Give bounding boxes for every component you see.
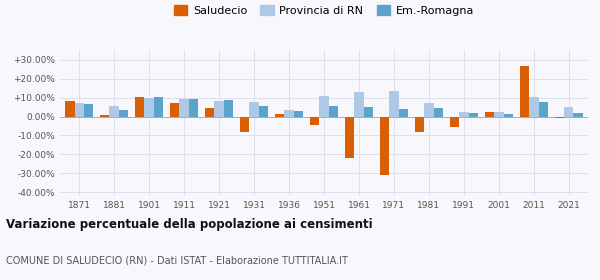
- Bar: [415, 116, 424, 132]
- Bar: [179, 99, 189, 116]
- Bar: [529, 97, 539, 116]
- Bar: [389, 91, 398, 116]
- Bar: [224, 100, 233, 116]
- Bar: [459, 112, 469, 116]
- Bar: [284, 110, 294, 116]
- Bar: [145, 98, 154, 116]
- Bar: [574, 113, 583, 116]
- Bar: [240, 116, 250, 132]
- Bar: [119, 110, 128, 116]
- Bar: [74, 103, 84, 116]
- Bar: [485, 112, 494, 116]
- Bar: [434, 108, 443, 116]
- Bar: [398, 109, 408, 116]
- Bar: [170, 103, 179, 116]
- Legend: Saludecio, Provincia di RN, Em.-Romagna: Saludecio, Provincia di RN, Em.-Romagna: [170, 1, 478, 20]
- Bar: [364, 107, 373, 116]
- Bar: [135, 97, 145, 116]
- Bar: [84, 104, 94, 116]
- Bar: [205, 108, 214, 116]
- Bar: [294, 111, 303, 116]
- Bar: [424, 103, 434, 116]
- Bar: [214, 101, 224, 116]
- Bar: [345, 116, 354, 158]
- Bar: [275, 114, 284, 116]
- Text: Variazione percentuale della popolazione ai censimenti: Variazione percentuale della popolazione…: [6, 218, 373, 231]
- Bar: [503, 114, 513, 116]
- Bar: [319, 96, 329, 116]
- Bar: [329, 106, 338, 116]
- Text: COMUNE DI SALUDECIO (RN) - Dati ISTAT - Elaborazione TUTTITALIA.IT: COMUNE DI SALUDECIO (RN) - Dati ISTAT - …: [6, 255, 348, 265]
- Bar: [354, 92, 364, 116]
- Bar: [189, 99, 198, 116]
- Bar: [310, 116, 319, 125]
- Bar: [539, 102, 548, 116]
- Bar: [65, 101, 74, 116]
- Bar: [259, 106, 268, 116]
- Bar: [250, 102, 259, 116]
- Bar: [109, 106, 119, 116]
- Bar: [380, 116, 389, 175]
- Bar: [564, 107, 574, 116]
- Bar: [554, 116, 564, 118]
- Bar: [469, 113, 478, 116]
- Bar: [154, 97, 163, 116]
- Bar: [450, 116, 459, 127]
- Bar: [494, 112, 503, 116]
- Bar: [520, 66, 529, 116]
- Bar: [100, 115, 109, 116]
